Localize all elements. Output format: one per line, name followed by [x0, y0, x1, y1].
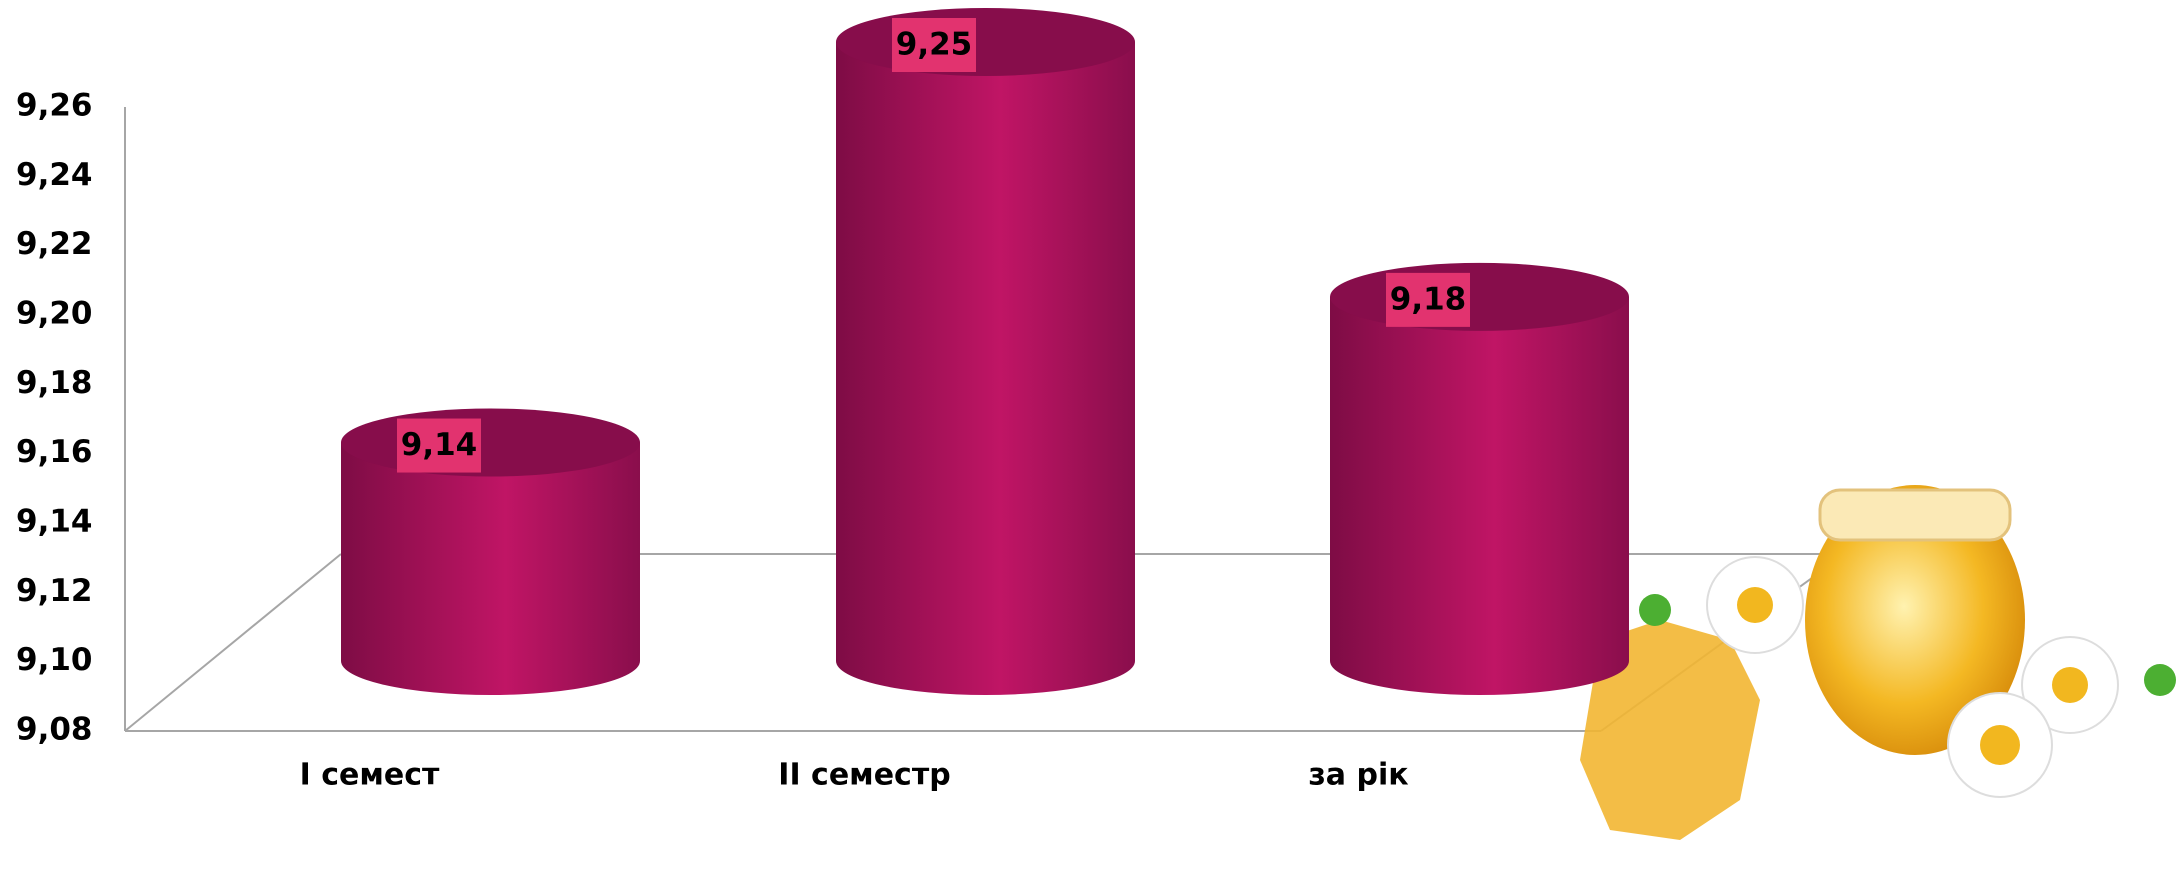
bar-top [341, 408, 640, 477]
y-tick-label: 9,12 [16, 573, 93, 609]
x-tick-label: за рік [1308, 758, 1408, 793]
y-tick-label: 9,14 [16, 504, 93, 540]
y-tick-label: 9,22 [16, 226, 93, 262]
bar-group: 9,14 [341, 408, 640, 695]
value-label-box [1386, 272, 1470, 327]
y-tick-label: 9,20 [16, 296, 93, 332]
bar [836, 42, 1135, 695]
y-tick-label: 9,18 [16, 365, 93, 401]
bar-group: 9,25 [836, 8, 1135, 695]
x-tick-label: I семест [300, 758, 440, 793]
honey-illustration [1580, 485, 2176, 840]
value-label-box [397, 418, 481, 473]
value-label-box [892, 18, 976, 72]
value-label: 9,18 [1390, 281, 1467, 317]
bar [1330, 296, 1629, 695]
y-tick-label: 9,26 [16, 88, 93, 124]
y-tick-label: 9,16 [16, 434, 93, 470]
y-tick-label: 9,24 [16, 157, 93, 193]
y-tick-label: 9,10 [16, 642, 93, 678]
bar-group: 9,18 [1330, 262, 1629, 695]
plot-area: 9,08 9,10 9,12 9,14 9,16 9,18 9,20 9,22 9,24 9,26… [16, 8, 1629, 793]
y-tick-label: 9,08 [16, 712, 93, 748]
bar-top [836, 8, 1135, 76]
bar-top [1330, 262, 1629, 331]
value-label: 9,14 [401, 427, 478, 463]
value-label: 9,25 [896, 27, 973, 63]
x-tick-label: II семестр [778, 758, 950, 793]
bar [341, 442, 640, 695]
